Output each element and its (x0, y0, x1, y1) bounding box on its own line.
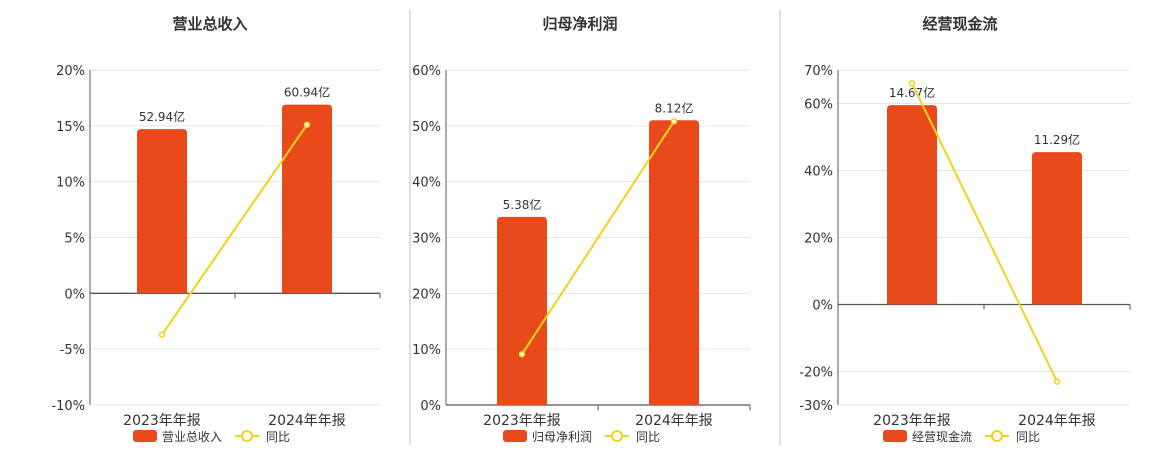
y-tick-label: 5% (64, 232, 85, 247)
bar (1032, 152, 1082, 305)
legend-bar-label: 经营现金流 (912, 429, 972, 444)
x-tick-label: 2024年年报 (1018, 413, 1096, 429)
legend-line-label: 同比 (636, 430, 660, 444)
yoy-point (1053, 378, 1061, 385)
bar-data-label: 5.38亿 (503, 197, 542, 212)
legend-line-marker (611, 430, 623, 442)
chart-title: 营业总收入 (172, 15, 247, 33)
legend-line-marker (241, 430, 253, 442)
bar-data-label: 11.29亿 (1034, 132, 1080, 147)
legend-bar-swatch (883, 430, 907, 442)
x-tick-label: 2024年年报 (268, 413, 346, 429)
bar (887, 105, 937, 305)
yoy-line (911, 82, 1058, 382)
yoy-point (518, 350, 526, 358)
legend-bar-label: 营业总收入 (162, 430, 222, 444)
yoy-point (158, 331, 166, 338)
bar-data-label: 52.94亿 (139, 109, 185, 124)
x-tick-label: 2023年年报 (873, 413, 951, 429)
bar (137, 129, 187, 294)
legend-bar-label: 归母净利润 (532, 430, 592, 444)
bar-data-label: 14.67亿 (889, 85, 935, 100)
bar (497, 216, 547, 405)
yoy-point (303, 121, 311, 128)
y-tick-label: -30% (799, 399, 833, 414)
x-tick-label: 2023年年报 (123, 413, 201, 429)
y-tick-label: 10% (412, 343, 441, 358)
y-tick-label: 20% (412, 287, 441, 302)
y-tick-label: -20% (799, 366, 833, 381)
legend-bar-swatch (503, 430, 527, 442)
y-tick-label: 10% (56, 176, 85, 191)
y-tick-label: 30% (412, 232, 441, 247)
x-tick-label: 2024年年报 (635, 413, 713, 429)
bar-data-label: 8.12亿 (655, 100, 694, 115)
bar (649, 120, 699, 405)
bar-data-label: 60.94亿 (284, 85, 330, 100)
y-tick-label: 70% (804, 64, 833, 79)
bar (282, 104, 332, 294)
yoy-point (908, 80, 916, 87)
legend-line-marker (991, 430, 1003, 442)
y-tick-label: 60% (804, 98, 833, 113)
y-tick-label: 15% (56, 120, 85, 135)
y-tick-label: -5% (60, 343, 85, 358)
x-tick-label: 2023年年报 (483, 413, 561, 429)
y-tick-label: 40% (412, 176, 441, 191)
legend-bar-swatch (133, 430, 157, 442)
chart-title: 归母净利润 (542, 15, 617, 33)
legend-line-label: 同比 (1016, 430, 1040, 444)
y-tick-label: 50% (412, 120, 441, 135)
chart-title: 经营现金流 (922, 15, 997, 33)
y-tick-label: 60% (412, 64, 441, 79)
yoy-line (161, 124, 308, 336)
y-tick-label: 20% (804, 232, 833, 247)
y-tick-label: 0% (420, 399, 441, 414)
yoy-point (670, 118, 678, 125)
y-tick-label: -10% (51, 399, 85, 414)
y-tick-label: 20% (56, 64, 85, 79)
y-tick-label: 40% (804, 165, 833, 180)
yoy-line (521, 120, 675, 355)
legend-line-label: 同比 (266, 430, 290, 444)
y-tick-label: 0% (812, 299, 833, 314)
y-tick-label: 0% (64, 287, 85, 302)
